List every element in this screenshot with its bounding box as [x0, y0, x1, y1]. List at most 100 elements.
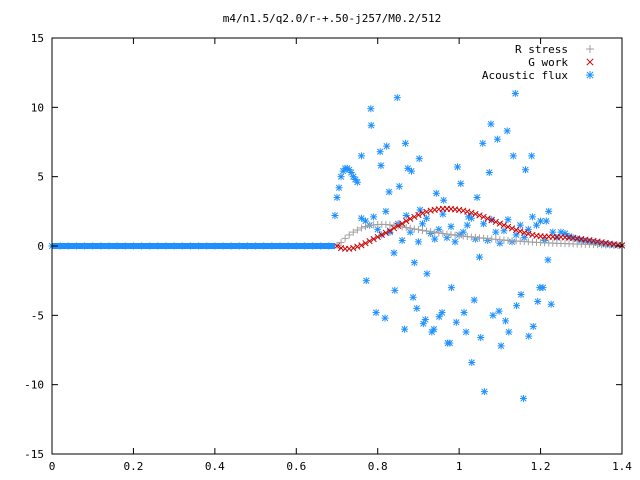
legend-label: R stress — [515, 43, 568, 56]
data-point — [401, 325, 409, 333]
data-point — [333, 242, 341, 250]
data-point — [354, 243, 361, 250]
data-point — [487, 120, 495, 128]
data-point — [477, 334, 485, 342]
data-point — [432, 189, 440, 197]
data-point — [406, 224, 414, 232]
data-point — [423, 208, 430, 216]
data-point — [383, 142, 391, 150]
data-point — [357, 224, 365, 232]
data-point — [464, 208, 471, 215]
legend-label: G work — [528, 56, 568, 69]
data-point — [423, 270, 431, 278]
data-point — [423, 214, 431, 222]
data-point — [500, 222, 508, 229]
data-point — [435, 229, 443, 237]
series-g-work — [333, 205, 626, 252]
data-point — [362, 223, 369, 231]
data-point — [357, 214, 365, 222]
x-tick-label: 0.4 — [205, 460, 225, 473]
data-point — [337, 239, 345, 247]
data-point — [465, 213, 473, 221]
data-point — [382, 229, 390, 236]
data-point — [377, 162, 385, 170]
data-point — [525, 332, 533, 340]
x-tick-label: 0 — [49, 460, 56, 473]
data-point — [525, 230, 532, 237]
legend-marker — [586, 58, 594, 66]
data-point — [547, 300, 555, 308]
data-point — [480, 213, 487, 221]
data-point — [367, 121, 375, 129]
legend-marker — [586, 45, 594, 53]
data-point — [457, 180, 465, 188]
data-point — [427, 228, 435, 236]
data-point — [452, 318, 460, 326]
data-point — [459, 232, 467, 240]
data-point — [430, 325, 438, 333]
data-point — [395, 182, 403, 190]
data-point — [370, 235, 377, 243]
data-point — [398, 220, 406, 227]
data-point — [406, 228, 414, 236]
data-point — [421, 315, 429, 323]
data-point — [362, 240, 369, 247]
data-point — [415, 155, 423, 163]
data-point — [357, 152, 365, 160]
data-point — [423, 227, 431, 235]
data-point — [521, 229, 528, 236]
chart-title: m4/n1.5/q2.0/r-+.50-j257/M0.2/512 — [223, 12, 442, 25]
y-tick-label: 0 — [37, 240, 44, 253]
data-point — [505, 328, 513, 336]
data-point — [439, 210, 447, 218]
data-point — [414, 238, 422, 246]
data-point — [460, 207, 467, 214]
data-point — [362, 277, 370, 285]
plot-area — [48, 89, 626, 403]
data-point — [476, 212, 483, 219]
axes: 0 0.2 0.4 0.6 0.8 1 1.2 1.4 -15 -10 -5 0 5 10 15 — [24, 32, 632, 473]
data-point — [385, 188, 393, 196]
x-tick-label: 1 — [456, 460, 463, 473]
data-point — [511, 89, 519, 97]
data-point — [438, 309, 446, 317]
data-point — [335, 184, 343, 192]
y-tick-label: 15 — [31, 32, 44, 45]
data-point — [484, 215, 491, 222]
data-point — [431, 235, 439, 243]
data-point — [402, 211, 410, 219]
data-point — [480, 220, 488, 228]
data-point — [353, 226, 361, 234]
data-point — [476, 253, 483, 261]
data-point — [447, 284, 455, 292]
data-point — [404, 164, 412, 172]
data-point — [528, 152, 536, 160]
data-point — [413, 304, 421, 312]
data-point — [479, 139, 487, 147]
data-point — [454, 163, 462, 171]
data-point — [411, 213, 418, 221]
x-tick-label: 0.6 — [286, 460, 306, 473]
data-point — [367, 105, 375, 113]
data-point — [409, 293, 417, 301]
data-point — [534, 297, 542, 305]
data-point — [489, 311, 497, 319]
data-point — [504, 216, 512, 224]
data-point — [470, 296, 478, 304]
data-point — [447, 231, 455, 239]
data-point — [407, 215, 414, 222]
data-point — [410, 225, 418, 233]
x-tick-label: 0.8 — [368, 460, 388, 473]
data-point — [419, 220, 426, 228]
data-point — [502, 317, 510, 325]
data-point — [381, 314, 389, 322]
data-point — [468, 209, 475, 216]
data-point — [372, 309, 380, 317]
data-point — [333, 193, 341, 201]
data-point — [431, 228, 439, 236]
y-tick-label: -5 — [31, 309, 44, 322]
data-point — [366, 237, 373, 245]
data-point — [410, 259, 418, 267]
data-point — [485, 169, 493, 177]
